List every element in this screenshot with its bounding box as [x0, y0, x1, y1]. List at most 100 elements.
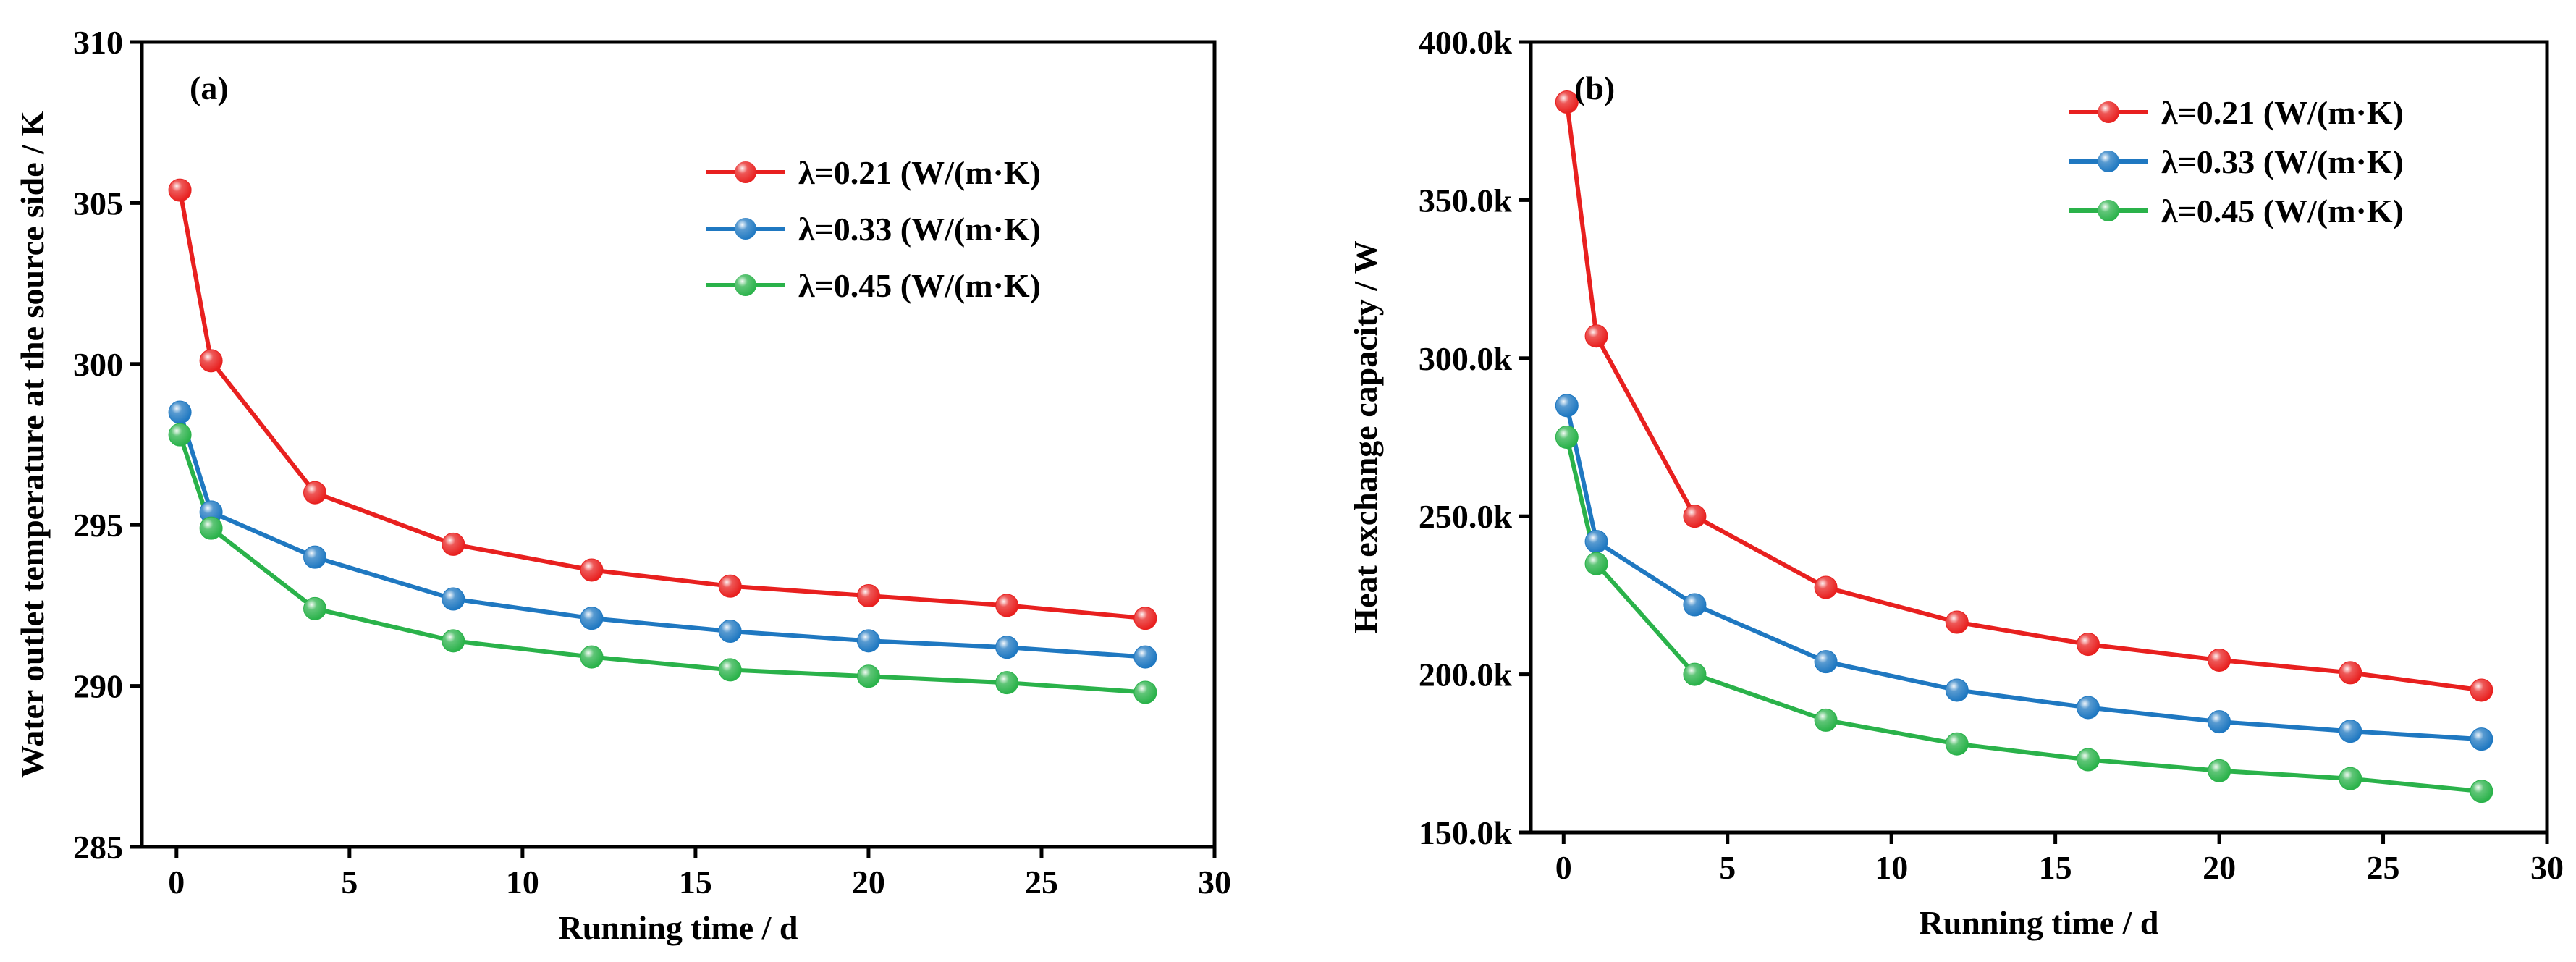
- legend-b: λ=0.21 (W/(m·K) λ=0.33 (W/(m·K) λ=0.45 (W/…: [2069, 94, 2404, 229]
- data-point-highlight: [1134, 646, 1157, 668]
- data-point: [2076, 748, 2100, 772]
- data-point-highlight: [200, 501, 222, 523]
- x-tick-label: 30: [1198, 864, 1231, 900]
- series-markers-b: [1555, 90, 2493, 803]
- data-point-highlight: [2208, 649, 2231, 671]
- chart-panel-b: 0 5 10 15 20 25 30 150.0k 200.0k 250.0k 300.0k 350…: [1347, 24, 2564, 941]
- y-ticks-a: 285 290 295 300 305 310: [73, 24, 142, 866]
- data-point: [1683, 505, 1707, 528]
- legend-item-3: λ=0.45 (W/(m·K): [2069, 193, 2404, 229]
- legend-marker-highlight: [2098, 151, 2119, 172]
- data-point-highlight: [442, 588, 465, 610]
- data-point-highlight: [304, 597, 326, 620]
- data-point-highlight: [2208, 759, 2231, 782]
- data-point-highlight: [169, 179, 191, 201]
- data-point: [580, 558, 604, 582]
- data-point-highlight: [1134, 607, 1157, 630]
- data-point-highlight: [442, 630, 465, 652]
- x-ticks-b: 0 5 10 15 20 25 30: [1555, 832, 2564, 886]
- data-point-highlight: [1684, 505, 1706, 528]
- y-tick-label: 300: [73, 346, 123, 383]
- data-point-highlight: [1555, 90, 1578, 113]
- data-point: [1555, 394, 1579, 418]
- data-point-highlight: [857, 665, 879, 688]
- data-point-highlight: [1684, 594, 1706, 616]
- data-point-highlight: [1684, 663, 1706, 685]
- x-axis-title-a: Running time / d: [558, 909, 798, 946]
- legend-label: λ=0.45 (W/(m·K): [798, 267, 1041, 304]
- legend-marker-highlight: [735, 161, 756, 183]
- x-tick-label: 20: [2203, 849, 2236, 886]
- data-point: [1945, 678, 1969, 702]
- data-point: [168, 400, 192, 424]
- y-tick-label: 290: [73, 668, 123, 705]
- x-axis-title-b: Running time / d: [1919, 904, 2158, 941]
- data-point-highlight: [1815, 576, 1837, 599]
- data-point-highlight: [1815, 709, 1837, 731]
- data-point-highlight: [1585, 531, 1608, 553]
- legend-label: λ=0.21 (W/(m·K): [2161, 94, 2404, 131]
- data-point: [718, 574, 742, 598]
- data-point-highlight: [580, 559, 603, 581]
- data-point: [1683, 662, 1707, 686]
- y-tick-label: 200.0k: [1419, 657, 1513, 693]
- data-point-highlight: [1946, 679, 1968, 701]
- x-tick-label: 25: [1025, 864, 1058, 900]
- panel-label-b: (b): [1574, 69, 1615, 106]
- legend-item-1: λ=0.21 (W/(m·K): [2069, 94, 2404, 131]
- data-point: [1683, 593, 1707, 617]
- data-point-highlight: [857, 630, 879, 652]
- data-point-highlight: [2470, 728, 2493, 751]
- data-point: [303, 481, 327, 505]
- data-point-highlight: [580, 607, 603, 630]
- data-point: [2470, 727, 2493, 751]
- data-point: [995, 671, 1019, 695]
- x-tick-label: 20: [852, 864, 885, 900]
- data-point: [1814, 650, 1838, 674]
- data-point: [856, 664, 880, 688]
- data-point: [2076, 696, 2100, 720]
- data-point: [199, 349, 223, 373]
- data-point-highlight: [580, 646, 603, 668]
- data-point: [995, 636, 1019, 659]
- y-tick-label: 400.0k: [1419, 24, 1513, 61]
- data-point: [2339, 661, 2362, 685]
- data-point-highlight: [2339, 767, 2362, 790]
- data-point: [718, 658, 742, 682]
- legend-label: λ=0.21 (W/(m·K): [798, 154, 1041, 191]
- data-point-highlight: [1555, 426, 1578, 448]
- x-tick-label: 10: [1875, 849, 1908, 886]
- legend-item-2: λ=0.33 (W/(m·K): [2069, 143, 2404, 180]
- x-tick-label: 25: [2367, 849, 2400, 886]
- series-markers-a: [168, 178, 1157, 704]
- x-tick-label: 0: [168, 864, 185, 900]
- x-tick-label: 15: [679, 864, 712, 900]
- x-tick-label: 5: [341, 864, 358, 900]
- data-point-highlight: [2208, 711, 2231, 733]
- series-line-2: [177, 411, 1146, 659]
- data-point-highlight: [200, 517, 222, 539]
- data-point: [442, 532, 465, 556]
- y-ticks-b: 150.0k 200.0k 250.0k 300.0k 350.0k 400.0k: [1419, 24, 1531, 851]
- data-point-highlight: [2470, 679, 2493, 701]
- data-point-highlight: [719, 620, 741, 642]
- series-line-2: [1564, 405, 2482, 742]
- data-point: [2339, 767, 2362, 790]
- data-point-highlight: [719, 659, 741, 681]
- data-point-highlight: [2339, 720, 2362, 743]
- data-point: [580, 607, 604, 630]
- data-point-highlight: [857, 585, 879, 607]
- legend-label: λ=0.33 (W/(m·K): [2161, 143, 2404, 180]
- data-point: [2470, 780, 2493, 803]
- plot-frame-a: [140, 40, 1217, 849]
- data-point: [2470, 678, 2493, 702]
- legend-item-1: λ=0.21 (W/(m·K): [706, 154, 1041, 191]
- data-point: [1133, 680, 1157, 704]
- data-point: [1555, 90, 1579, 114]
- data-point: [1814, 575, 1838, 599]
- data-point: [580, 645, 604, 669]
- data-point-highlight: [996, 672, 1018, 694]
- data-point-highlight: [2339, 662, 2362, 684]
- data-point: [168, 178, 192, 202]
- legend-marker-highlight: [2098, 200, 2119, 221]
